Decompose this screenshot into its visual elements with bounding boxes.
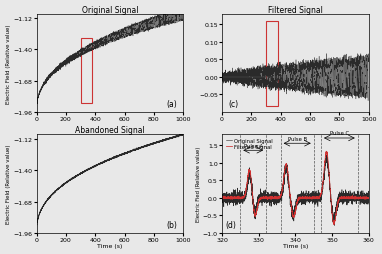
Text: (a): (a)	[167, 100, 177, 109]
Original Signal	[245, 183, 250, 186]
Original Signal	[220, 197, 224, 200]
Bar	[266, 22, 278, 106]
Original Signal	[236, 199, 241, 202]
Filtered Signal	[364, 198, 368, 201]
Filtered Signal	[348, 196, 353, 199]
Line: Original Signal: Original Signal	[222, 155, 369, 226]
Filtered Signal	[245, 178, 250, 181]
Original Signal	[325, 154, 329, 157]
Original Signal	[348, 199, 353, 202]
Original Signal	[364, 198, 368, 201]
Text: Pulse C: Pulse C	[330, 131, 349, 136]
Filtered Signal	[282, 170, 287, 173]
Text: Pulse A: Pulse A	[244, 143, 263, 148]
Title: Abandoned Signal: Abandoned Signal	[75, 126, 145, 135]
Original Signal	[332, 224, 337, 227]
Text: (d): (d)	[225, 220, 236, 229]
Filtered Signal	[332, 223, 336, 226]
Y-axis label: Electric Fied (Relative value): Electric Fied (Relative value)	[196, 146, 201, 221]
Filtered Signal	[236, 198, 241, 201]
Text: (b): (b)	[167, 220, 177, 229]
Filtered Signal	[324, 150, 329, 153]
Legend: Original Signal, Filtered Signal: Original Signal, Filtered Signal	[225, 138, 274, 151]
Original Signal	[366, 195, 371, 198]
Bar	[81, 39, 92, 104]
Line: Filtered Signal: Filtered Signal	[222, 152, 369, 225]
Original Signal	[282, 176, 287, 179]
X-axis label: Time (s): Time (s)	[283, 244, 308, 248]
Text: (c): (c)	[228, 100, 238, 109]
Filtered Signal	[276, 195, 280, 198]
Title: Filtered Signal: Filtered Signal	[268, 6, 323, 14]
Filtered Signal	[366, 196, 371, 199]
Title: Original Signal: Original Signal	[82, 6, 138, 14]
Original Signal	[276, 199, 280, 202]
Y-axis label: Electric Field (Relative value): Electric Field (Relative value)	[6, 24, 11, 103]
Y-axis label: Electric Field (Relative value): Electric Field (Relative value)	[6, 144, 11, 224]
Filtered Signal	[220, 196, 224, 199]
Text: Pulse B: Pulse B	[288, 136, 307, 141]
X-axis label: Time (s): Time (s)	[97, 244, 123, 248]
